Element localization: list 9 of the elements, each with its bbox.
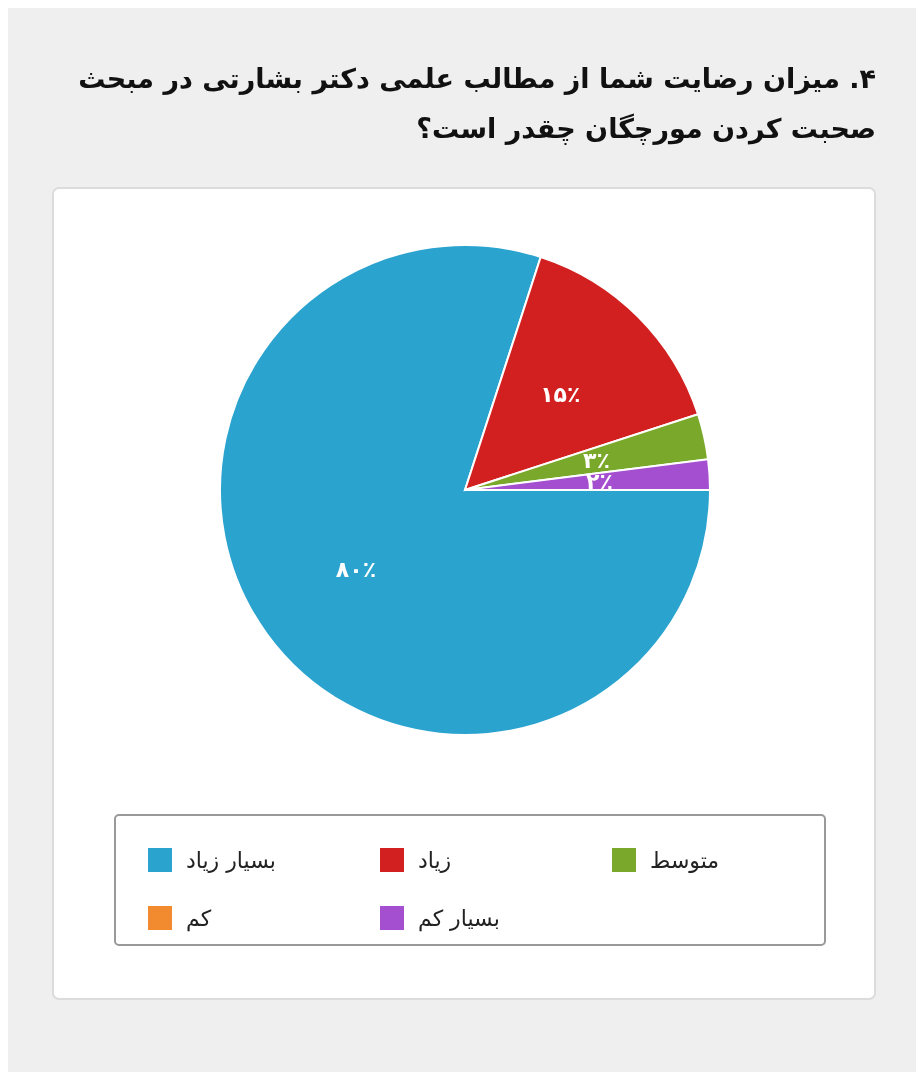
legend-label: بسیار کم — [418, 905, 500, 932]
pie-slice — [219, 244, 711, 736]
legend-label: بسیار زیاد — [186, 847, 276, 873]
chart-title: ۴. میزان رضایت شما از مطالب علمی دکتر بشارتی در مبحث صحبت کردن مورچگان چقدر است؟ — [78, 63, 876, 145]
legend-label: متوسط — [650, 847, 720, 873]
legend-label: زیاد — [418, 847, 452, 873]
legend-label: کم — [186, 905, 212, 932]
data-label: ۱۵٪ — [540, 382, 581, 408]
data-label: ۸۰٪ — [335, 556, 377, 582]
